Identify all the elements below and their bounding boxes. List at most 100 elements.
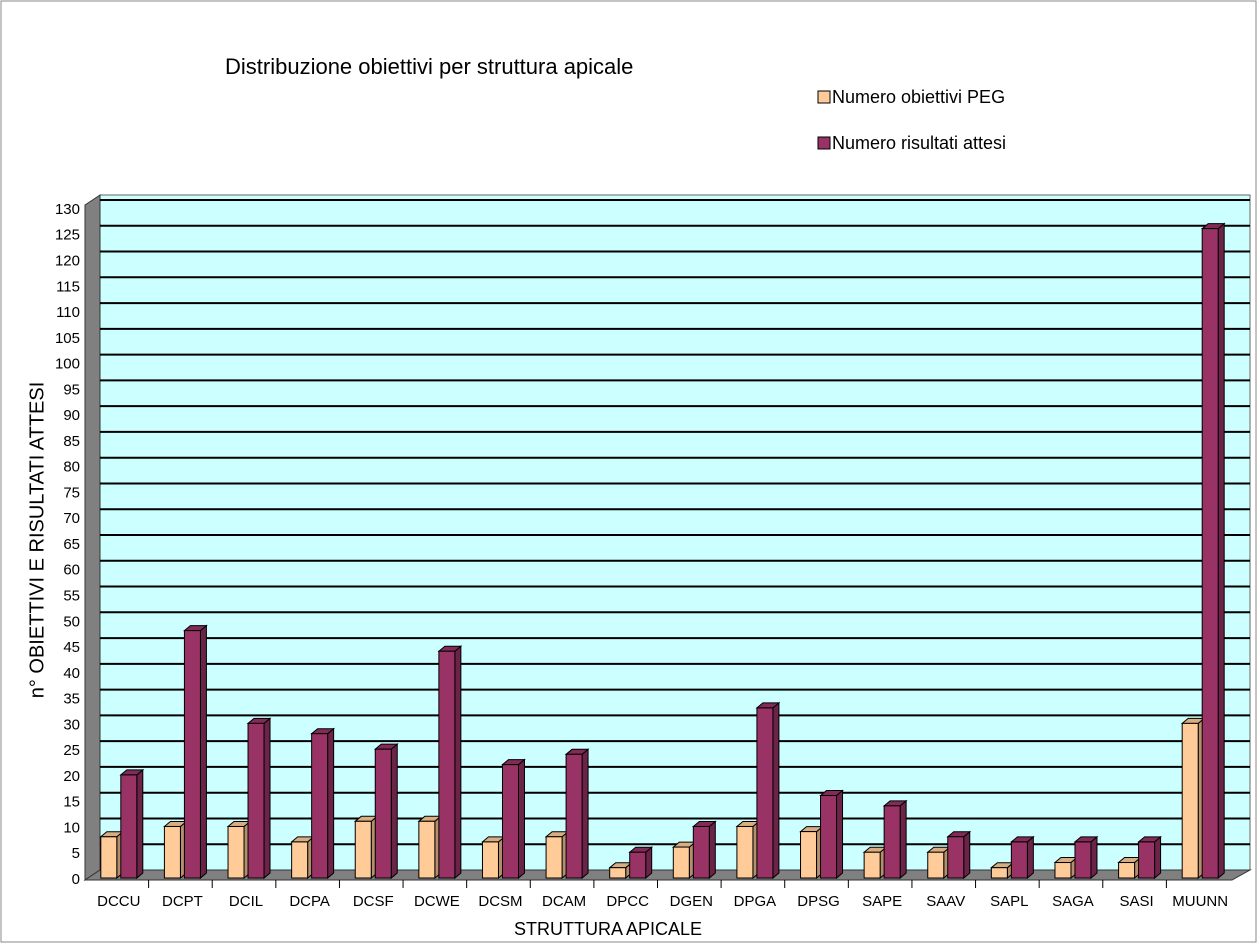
bar-side	[1026, 835, 1034, 880]
bar	[354, 820, 372, 879]
y-tick-label: 95	[63, 381, 80, 398]
legend-swatch	[817, 90, 831, 104]
y-tick-label: 110	[56, 304, 80, 321]
bar	[418, 820, 436, 879]
back-wall	[99, 194, 1251, 871]
bar	[438, 650, 456, 879]
legend-swatch	[817, 136, 831, 150]
y-tick-label: 115	[56, 278, 80, 295]
y-tick-label: 40	[63, 665, 80, 682]
bar	[227, 825, 245, 879]
y-tick-label: 60	[63, 562, 80, 579]
bar	[1118, 862, 1136, 879]
y-tick-label: 90	[63, 407, 80, 424]
bar-side	[1090, 835, 1098, 880]
bar	[863, 851, 881, 879]
bar	[1181, 722, 1199, 879]
bar-side	[899, 799, 907, 880]
bar	[672, 846, 690, 879]
bar	[1074, 841, 1092, 879]
y-tick-label: 55	[63, 588, 80, 605]
x-tick-label: SAPL	[990, 893, 1028, 910]
y-tick-label: 0	[72, 871, 80, 888]
y-tick-label: 65	[63, 536, 80, 553]
bar	[1138, 841, 1156, 879]
bar	[565, 753, 583, 879]
bar	[883, 805, 901, 879]
y-tick-label: 70	[63, 510, 80, 527]
bar	[756, 707, 774, 879]
y-tick-label: 80	[63, 459, 80, 476]
bar	[291, 841, 309, 879]
bar	[629, 851, 647, 879]
y-tick-label: 5	[72, 845, 80, 862]
bar	[247, 722, 265, 879]
y-tick-label: 10	[63, 819, 80, 836]
x-tick-label: DPCC	[606, 893, 649, 910]
bar-side	[199, 624, 207, 880]
bar	[100, 836, 118, 879]
x-tick-label: SAAV	[926, 893, 965, 910]
bar	[311, 733, 329, 879]
y-tick-label: 45	[63, 639, 80, 656]
y-tick-label: 105	[55, 330, 80, 347]
y-tick-label: 20	[63, 768, 80, 785]
bar-side	[708, 820, 716, 880]
bar	[481, 841, 499, 879]
x-tick-label: DCAM	[542, 893, 586, 910]
y-tick-label: 85	[63, 433, 80, 450]
x-tick-label: DCSF	[353, 893, 394, 910]
bar	[120, 774, 138, 879]
bar	[990, 867, 1008, 879]
x-tick-label: DCSM	[478, 893, 522, 910]
bar	[927, 851, 945, 879]
bar-side	[454, 645, 462, 880]
bar	[1010, 841, 1028, 879]
legend-label: Numero risultati attesi	[832, 133, 1006, 153]
bar	[1201, 228, 1219, 879]
bar	[501, 764, 519, 879]
bar	[947, 836, 965, 879]
y-axis-title: n° OBIETTIVI E RISULTATI ATTESI	[26, 382, 48, 699]
y-tick-label: 130	[55, 201, 80, 218]
bar	[1054, 862, 1072, 879]
y-tick-label: 30	[63, 716, 80, 733]
bar-side	[836, 789, 844, 880]
x-tick-label: SASI	[1119, 893, 1153, 910]
y-tick-label: 120	[55, 253, 80, 270]
side-wall	[84, 194, 101, 881]
x-tick-label: DCWE	[414, 893, 460, 910]
x-tick-label: DCIL	[229, 893, 263, 910]
bar	[820, 795, 838, 879]
bar	[183, 630, 201, 879]
legend-label: Numero obiettivi PEG	[832, 87, 1005, 107]
bar-side	[581, 748, 589, 880]
x-tick-label: DCPA	[289, 893, 330, 910]
bar	[692, 825, 710, 879]
x-tick-label: MUUNN	[1172, 893, 1228, 910]
bar	[609, 867, 627, 879]
bar-side	[772, 701, 780, 880]
y-tick-label: 75	[63, 484, 80, 501]
bar	[800, 831, 818, 879]
x-tick-label: DPSG	[797, 893, 840, 910]
x-tick-label: SAPE	[862, 893, 902, 910]
y-tick-label: 35	[63, 691, 80, 708]
bar-side	[1154, 835, 1162, 880]
y-tick-label: 25	[63, 742, 80, 759]
x-tick-label: DGEN	[670, 893, 713, 910]
y-tick-label: 15	[63, 794, 80, 811]
bar-side	[517, 758, 525, 880]
bar	[736, 825, 754, 879]
bar	[163, 825, 181, 879]
x-tick-label: DPGA	[734, 893, 777, 910]
bar-side	[136, 768, 144, 880]
x-tick-label: DCPT	[162, 893, 203, 910]
y-tick-label: 125	[55, 227, 80, 244]
bar-side	[327, 727, 335, 880]
bar	[374, 748, 392, 879]
y-tick-label: 100	[55, 356, 80, 373]
bar	[545, 836, 563, 879]
chart-title: Distribuzione obiettivi per struttura ap…	[225, 54, 633, 79]
